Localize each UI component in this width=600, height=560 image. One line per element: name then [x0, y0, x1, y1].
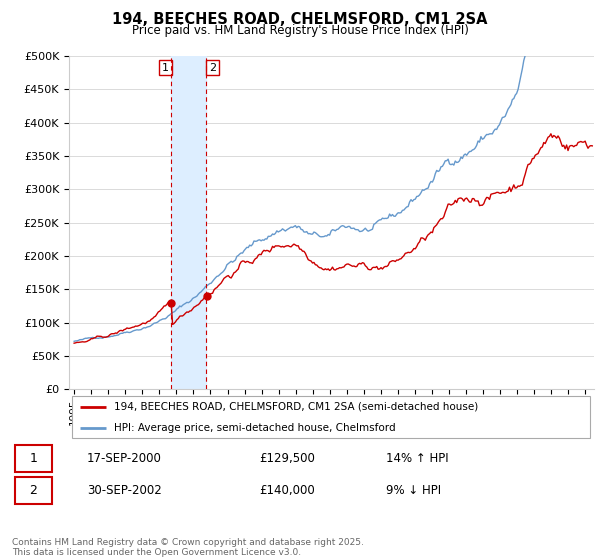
Text: 194, BEECHES ROAD, CHELMSFORD, CM1 2SA (semi-detached house): 194, BEECHES ROAD, CHELMSFORD, CM1 2SA (… — [113, 402, 478, 412]
Text: Contains HM Land Registry data © Crown copyright and database right 2025.
This d: Contains HM Land Registry data © Crown c… — [12, 538, 364, 557]
Text: 14% ↑ HPI: 14% ↑ HPI — [386, 452, 449, 465]
FancyBboxPatch shape — [15, 445, 52, 472]
Text: HPI: Average price, semi-detached house, Chelmsford: HPI: Average price, semi-detached house,… — [113, 423, 395, 433]
Text: 2: 2 — [209, 63, 216, 73]
Text: 17-SEP-2000: 17-SEP-2000 — [87, 452, 162, 465]
FancyBboxPatch shape — [71, 395, 590, 438]
Text: 30-SEP-2002: 30-SEP-2002 — [87, 484, 161, 497]
Text: £129,500: £129,500 — [260, 452, 316, 465]
FancyBboxPatch shape — [15, 477, 52, 504]
Text: 194, BEECHES ROAD, CHELMSFORD, CM1 2SA: 194, BEECHES ROAD, CHELMSFORD, CM1 2SA — [112, 12, 488, 27]
Text: £140,000: £140,000 — [260, 484, 316, 497]
Text: 9% ↓ HPI: 9% ↓ HPI — [386, 484, 442, 497]
Text: 1: 1 — [29, 452, 37, 465]
Text: 1: 1 — [162, 63, 169, 73]
Bar — [172, 56, 206, 389]
Text: Price paid vs. HM Land Registry's House Price Index (HPI): Price paid vs. HM Land Registry's House … — [131, 24, 469, 36]
Text: 2: 2 — [29, 484, 37, 497]
